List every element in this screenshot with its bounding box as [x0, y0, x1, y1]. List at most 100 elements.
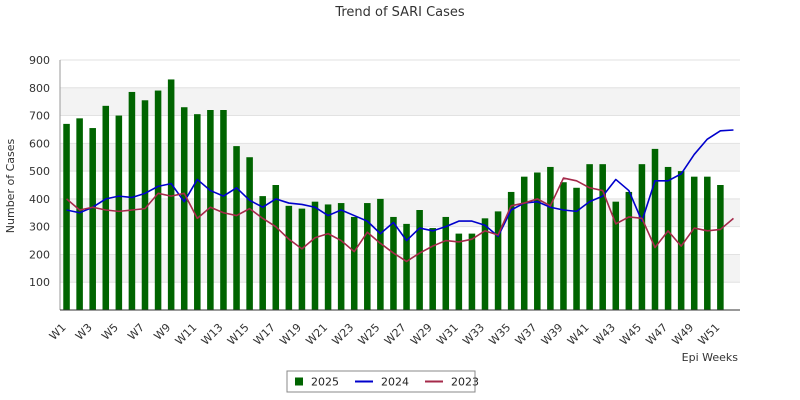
- bar-2025-W10: [180, 107, 188, 310]
- x-tick-label: W1: [47, 321, 69, 343]
- y-tick-label: 500: [29, 165, 50, 178]
- bar-2025-W48: [677, 171, 685, 310]
- grid-band: [60, 143, 740, 172]
- bar-2025-W1: [63, 123, 70, 310]
- legend: 2025 2024 2023: [286, 370, 479, 393]
- chart-title: Trend of SARI Cases: [334, 5, 465, 20]
- bar-2025-W8: [154, 90, 162, 310]
- bar-2025-W21: [324, 204, 332, 310]
- y-tick-label: 400: [29, 193, 50, 206]
- x-tick-label: W31: [434, 321, 461, 348]
- grid-band: [60, 254, 740, 283]
- bar-2025-W50: [704, 176, 711, 310]
- x-tick-label: W17: [251, 321, 278, 348]
- y-tick-label: 600: [29, 137, 50, 150]
- bar-2025-W51: [717, 185, 724, 310]
- bar-2025-W34: [494, 211, 502, 310]
- x-tick-label: W13: [199, 321, 226, 348]
- bar-2025-W47: [664, 166, 672, 310]
- bar-2025-W42: [599, 164, 606, 310]
- bar-2025-W13: [220, 110, 227, 310]
- bar-2025-W3: [89, 128, 96, 310]
- bar-2025-W5: [115, 115, 123, 310]
- legend-label-2025: 2025: [311, 376, 339, 389]
- bar-2025-W37: [534, 172, 541, 310]
- x-tick-label: W3: [73, 321, 95, 343]
- bar-2025-W19: [298, 208, 306, 310]
- bar-2025-W49: [690, 176, 698, 310]
- bar-2025-W9: [167, 79, 175, 310]
- legend-label-2023: 2023: [451, 376, 479, 389]
- bar-2025-W31: [455, 233, 463, 310]
- x-tick-label: W33: [460, 321, 487, 348]
- x-axis-label: Epi Weeks: [682, 351, 739, 364]
- bar-2025-W22: [337, 203, 345, 310]
- bar-2025-W16: [259, 196, 266, 310]
- bar-2025-W12: [207, 110, 214, 310]
- bar-2025-W11: [194, 114, 201, 311]
- bar-2025-W25: [377, 198, 384, 310]
- x-tick-label: W49: [670, 321, 697, 348]
- bar-2025-W4: [102, 105, 110, 310]
- grid-layer: [60, 59, 740, 283]
- bar-2025-W30: [442, 216, 450, 310]
- x-tick-label: W27: [382, 321, 409, 348]
- bar-2025-W45: [638, 164, 646, 310]
- bar-2025-W38: [547, 166, 554, 310]
- y-tick-label: 300: [29, 221, 50, 234]
- grid-band: [60, 87, 740, 116]
- bar-2025-W28: [416, 210, 423, 310]
- x-tick-label: W35: [486, 321, 513, 348]
- bar-2025-W7: [141, 100, 149, 311]
- bar-2025-W6: [128, 91, 136, 310]
- bar-2025-W23: [350, 216, 358, 310]
- x-tick-label: W9: [151, 321, 173, 343]
- bar-2025-W43: [612, 201, 620, 310]
- bar-2025-W40: [573, 187, 580, 310]
- bar-2025-W2: [76, 118, 83, 310]
- x-tick-label: W37: [513, 321, 540, 348]
- x-tick-label: W41: [565, 321, 592, 348]
- bar-2025-W44: [625, 191, 633, 310]
- legend-label-2024: 2024: [381, 376, 409, 389]
- y-tick-label: 800: [29, 82, 50, 95]
- bar-2025-W20: [311, 201, 319, 310]
- y-tick-label: 700: [29, 110, 50, 123]
- line-series-layer: [66, 129, 734, 263]
- bar-series-layer: [63, 79, 724, 311]
- bar-2025-W39: [560, 182, 567, 310]
- bar-2025-W18: [285, 205, 293, 310]
- x-tick-label: W19: [277, 321, 304, 348]
- bar-2025-W15: [246, 157, 253, 310]
- x-tick-label: W21: [303, 321, 330, 348]
- line-series-2024: [66, 129, 734, 242]
- x-tick-label: W47: [643, 321, 670, 348]
- x-tick-label: W43: [591, 321, 618, 348]
- x-tick-label: W45: [617, 321, 644, 348]
- bar-2025-W36: [520, 176, 528, 310]
- y-axis-label: Number of Cases: [4, 139, 17, 234]
- bar-2025-W29: [429, 228, 436, 310]
- y-tick-label: 900: [29, 54, 50, 67]
- bar-2025-W41: [586, 164, 593, 310]
- bar-2025-W35: [507, 191, 515, 310]
- bar-2025-W26: [390, 216, 397, 310]
- y-tick-label: 200: [29, 248, 50, 261]
- line-series-2023: [66, 177, 734, 263]
- x-tick-label: W11: [173, 321, 200, 348]
- x-tick-label: W51: [696, 321, 723, 348]
- legend-box: [286, 370, 476, 393]
- bar-2025-W33: [481, 218, 489, 310]
- bar-2025-W24: [364, 203, 371, 310]
- x-tick-label: W29: [408, 321, 435, 348]
- x-tick-label: W7: [125, 321, 147, 343]
- x-tick-label: W23: [330, 321, 357, 348]
- bar-2025-W27: [403, 223, 410, 310]
- bar-2025-W32: [468, 233, 476, 310]
- x-tick-label: W15: [225, 321, 252, 348]
- x-tick-label: W5: [99, 321, 121, 343]
- legend-swatch-2025: [295, 377, 303, 386]
- y-tick-label: 100: [29, 276, 50, 289]
